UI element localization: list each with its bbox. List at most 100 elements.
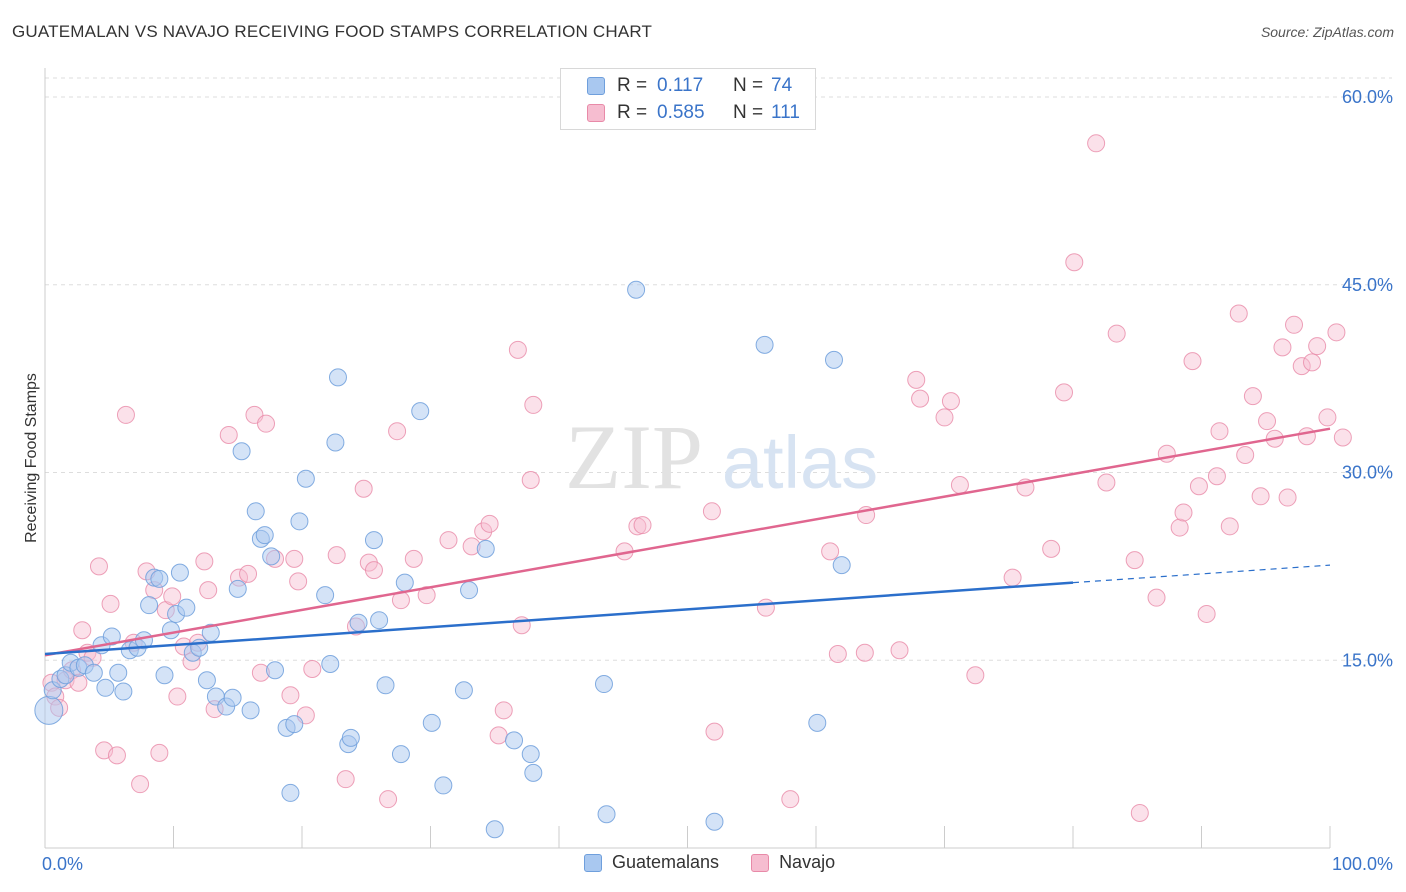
guatemalan-point (422, 713, 441, 732)
legend-n-value: 111 (771, 102, 800, 123)
navajo-point (521, 471, 540, 490)
guatemalan-point (109, 663, 128, 682)
navajo-point (1278, 488, 1297, 507)
navajo-point (756, 598, 775, 617)
watermark-atlas: atlas (722, 421, 878, 504)
guatemalan-point (155, 666, 174, 685)
navajo-point (1297, 427, 1316, 446)
navajo-point (1130, 803, 1149, 822)
navajo-point (911, 389, 930, 408)
legend-n-label: N = (733, 75, 764, 96)
x-tick-label: 100.0% (1332, 854, 1393, 874)
guatemalan-point (370, 611, 389, 630)
guatemalan-point (241, 701, 260, 720)
navajo-point (107, 746, 126, 765)
navajo-point (89, 557, 108, 576)
navajo-point (494, 701, 513, 720)
navajo-point (327, 546, 346, 565)
navajo-point (821, 542, 840, 561)
guatemalan-point (266, 661, 285, 680)
navajo-point (702, 502, 721, 521)
navajo-point (163, 587, 182, 606)
chart-title: GUATEMALAN VS NAVAJO RECEIVING FOOD STAM… (12, 22, 653, 41)
navajo-point (1189, 477, 1208, 496)
legend-swatch-blue (584, 853, 602, 872)
guatemalan-point (824, 350, 843, 369)
navajo-point (404, 549, 423, 568)
navajo-point (1183, 352, 1202, 371)
navajo-point (1107, 324, 1126, 343)
guatemalan-point (102, 627, 121, 646)
guatemalan-point (285, 715, 304, 734)
guatemalan-point (296, 469, 315, 488)
guatemalan-point (832, 556, 851, 575)
guatemalan-point (505, 731, 524, 750)
navajo-point (966, 666, 985, 685)
navajo-point (1055, 383, 1074, 402)
navajo-point (950, 476, 969, 495)
guatemalan-point (349, 613, 368, 632)
guatemalan-point (316, 586, 335, 605)
guatemalan-trend-extension (1072, 564, 1331, 584)
navajo-point (354, 479, 373, 498)
guatemalan-point (485, 820, 504, 839)
navajo-trend-line (44, 427, 1331, 657)
guatemalan-point (326, 433, 345, 452)
navajo-point (1251, 487, 1270, 506)
guatemalan-point (161, 621, 180, 640)
legend-n-value: 74 (771, 75, 793, 96)
navajo-point (336, 770, 355, 789)
navajo-point (855, 643, 874, 662)
guatemalan-point (34, 695, 64, 725)
watermark: ZIP atlas (565, 406, 878, 508)
navajo-point (73, 621, 92, 640)
legend-item-navajo: Navajo (751, 852, 835, 873)
navajo-point (1087, 134, 1106, 153)
navajo-point (1042, 539, 1061, 558)
navajo-point (1243, 387, 1262, 406)
navajo-point (1273, 338, 1292, 357)
navajo-point (219, 425, 238, 444)
navajo-point (1285, 315, 1304, 334)
guatemalan-point (524, 763, 543, 782)
navajo-point (935, 408, 954, 427)
legend-row-navajo: R = 0.585 N = 111 (587, 101, 800, 125)
y-tick-label: 60.0% (1342, 87, 1393, 107)
navajo-point (303, 660, 322, 679)
guatemalan-point (341, 728, 360, 747)
legend-r-label: R = (617, 75, 648, 96)
guatemalan-trend-line (44, 581, 1074, 656)
guatemalan-point (411, 402, 430, 421)
trend-lines (44, 427, 1331, 657)
navajo-point (781, 790, 800, 809)
guatemalan-point (232, 442, 251, 461)
legend-item-guatemalans: Guatemalans (584, 852, 719, 873)
guatemalan-point (246, 502, 265, 521)
guatemalan-point (262, 547, 281, 566)
guatemalan-point (705, 812, 724, 831)
navajo-point (1292, 357, 1311, 376)
navajo-point (1065, 253, 1084, 272)
navajo-point (239, 564, 258, 583)
navajo-point (828, 644, 847, 663)
legend-r-label: R = (617, 102, 648, 123)
guatemalan-point (594, 675, 613, 694)
navajo-point (1210, 422, 1229, 441)
guatemalan-point (170, 563, 189, 582)
navajo-point (890, 641, 909, 660)
navajo-point (1125, 551, 1144, 570)
stats-legend: R = 0.117 N = 74 R = 0.585 N = 111 (560, 68, 816, 130)
navajo-point (1097, 473, 1116, 492)
navajo-point (289, 572, 308, 591)
guatemalan-point (755, 335, 774, 354)
navajo-point (705, 722, 724, 741)
guatemalan-point (201, 623, 220, 642)
legend-swatch-pink (587, 104, 605, 122)
guatemalan-point (454, 681, 473, 700)
navajo-point (439, 531, 458, 550)
navajo-point (1003, 568, 1022, 587)
navajo-point (379, 790, 398, 809)
guatemalan-point (476, 539, 495, 558)
navajo-point (1258, 412, 1277, 431)
